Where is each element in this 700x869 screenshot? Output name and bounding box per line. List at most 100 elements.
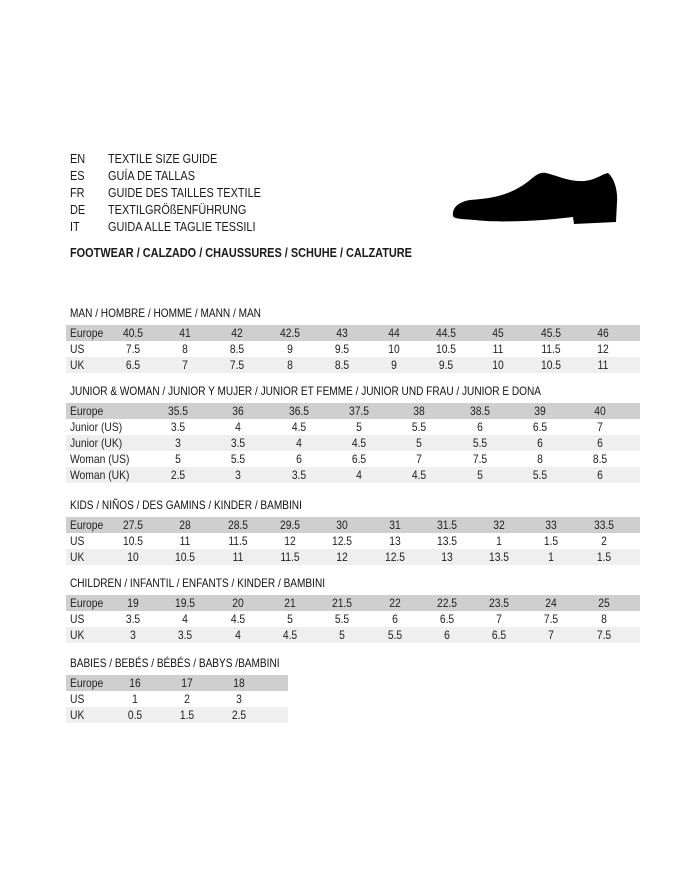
size-cell: 10.5 [175, 550, 196, 564]
table-row: US 1 2 3 [66, 691, 288, 707]
size-cell: 21 [284, 596, 296, 610]
size-cell: 36.5 [288, 404, 309, 418]
row-label: US [70, 612, 85, 626]
guide-title-es: GUÍA DE TALLAS [108, 168, 195, 183]
footwear-title: FOOTWEAR / CALZADO / CHAUSSURES / SCHUHE… [70, 245, 412, 260]
size-cell: 7 [496, 612, 502, 626]
lang-code-fr: FR [70, 185, 85, 200]
table-title: KIDS / NIÑOS / DES GAMINS / KINDER / BAM… [70, 498, 302, 512]
size-cell: 40 [594, 404, 606, 418]
size-cell: 8 [600, 612, 607, 626]
row-label: Junior (US) [70, 420, 123, 434]
size-cell: 40.5 [122, 326, 144, 340]
size-cell: 6 [536, 436, 543, 450]
size-cell: 7.5 [544, 612, 559, 626]
size-cell: 1 [496, 534, 502, 548]
size-cell: 17 [181, 676, 193, 690]
size-cell: 8.5 [592, 452, 608, 466]
table-row: Junior (US) 3.5 4 4.5 5 5.5 6 6.5 7 [66, 419, 640, 435]
table-header-row: Europe 16 17 18 [66, 675, 288, 691]
size-cell: 3.5 [291, 468, 306, 482]
size-cell: 5.5 [335, 612, 350, 626]
table-header-row: Europe 19 19.5 20 21 21.5 22 22.5 23.5 24 25 [66, 595, 640, 611]
row-label: Europe [70, 676, 104, 690]
size-cell: 5.5 [387, 628, 402, 642]
size-cell: 20 [231, 596, 244, 610]
size-cell: 5 [287, 612, 293, 626]
size-cell: 11 [493, 342, 504, 356]
size-cell: 6 [476, 420, 483, 434]
table-row: UK 6.5 7 7.5 8 8.5 9 9.5 10 10.5 11 [66, 357, 640, 373]
size-cell: 6 [391, 612, 398, 626]
size-cell: 5.5 [231, 452, 246, 466]
size-cell: 29.5 [279, 518, 300, 532]
size-cell: 1 [548, 550, 555, 564]
size-cell: 8 [182, 342, 189, 356]
table-row: UK 10 10.5 11 11.5 12 12.5 13 13.5 1 1.5 [66, 549, 640, 565]
row-label: US [70, 342, 85, 356]
size-cell: 12 [336, 550, 348, 564]
table-row: US 10.5 11 11.5 12 12.5 13 13.5 1 1.5 2 [66, 533, 640, 549]
size-cell: 12.5 [332, 534, 353, 548]
size-cell: 21.5 [332, 596, 353, 610]
size-cell: 43 [336, 326, 348, 340]
size-cell: 6 [443, 628, 450, 642]
size-cell: 3.5 [125, 612, 141, 626]
size-cell: 3 [130, 628, 136, 642]
size-cell: 22.5 [436, 596, 457, 610]
size-cell: 6.5 [439, 612, 454, 626]
size-cell: 45.5 [540, 326, 561, 340]
size-cell: 42 [231, 326, 244, 340]
size-cell: 6 [597, 468, 603, 482]
lang-code-en: EN [70, 151, 86, 166]
size-cell: 35.5 [167, 404, 189, 418]
table-row: Junior (UK) 3 3.5 4 4.5 5 5.5 6 6 [66, 435, 640, 451]
size-cell: 3.5 [170, 420, 186, 434]
size-cell: 11.5 [280, 550, 300, 564]
lang-code-es: ES [70, 168, 85, 183]
size-cell: 11.5 [540, 342, 561, 356]
size-cell: 4 [182, 612, 189, 626]
row-label: Europe [70, 518, 104, 532]
size-cell: 7 [597, 420, 603, 434]
size-cell: 44.5 [436, 326, 457, 340]
lang-code-it: IT [70, 219, 80, 234]
size-cell: 24 [545, 596, 558, 610]
row-label: US [70, 534, 85, 548]
size-cell: 7 [548, 628, 555, 642]
size-cell: 5 [476, 468, 483, 482]
size-cell: 39 [534, 404, 546, 418]
size-cell: 7 [416, 452, 423, 466]
table-row: UK 3 3.5 4 4.5 5 5.5 6 6.5 7 7.5 [66, 627, 640, 643]
size-cell: 2 [600, 534, 607, 548]
row-label: Junior (UK) [70, 436, 123, 450]
row-label: UK [70, 358, 85, 372]
table-header-row: Europe 40.5 41 42 42.5 43 44 44.5 45 45.5 46 [66, 325, 640, 341]
table-title: BABIES / BEBÉS / BÉBÉS / BABYS /BAMBINI [70, 656, 280, 670]
size-cell: 16 [129, 676, 141, 690]
size-cell: 10.5 [436, 342, 457, 356]
size-cell: 12 [284, 534, 296, 548]
size-cell: 4 [235, 420, 242, 434]
size-cell: 6 [597, 436, 603, 450]
table-title: JUNIOR & WOMAN / JUNIOR Y MUJER / JUNIOR… [70, 384, 541, 398]
row-label: Europe [70, 326, 104, 340]
size-cell: 4.5 [291, 420, 306, 434]
size-cell: 4.5 [412, 468, 427, 482]
size-cell: 4 [356, 468, 362, 482]
guide-title-it: GUIDA ALLE TAGLIE TESSILI [108, 219, 256, 234]
size-cell: 4.5 [230, 612, 245, 626]
size-cell: 22 [388, 596, 401, 610]
size-cell: 28 [179, 518, 192, 532]
size-cell: 30 [336, 518, 348, 532]
guide-title-fr: GUIDE DES TAILLES TEXTILE [108, 185, 261, 200]
size-cell: 11.5 [227, 534, 248, 548]
size-cell: 7.5 [125, 342, 141, 356]
size-table: Europe 16 17 18 US 1 2 3 UK 0.5 1.5 2.5 [66, 675, 288, 723]
size-cell: 8 [536, 452, 543, 466]
row-label: Woman (US) [70, 452, 130, 466]
size-table: Europe 27.5 28 28.5 29.5 30 31 31.5 32 33 33.5 US 10… [66, 517, 640, 565]
size-cell: 6.5 [125, 358, 141, 372]
size-cell: 44 [388, 326, 400, 340]
